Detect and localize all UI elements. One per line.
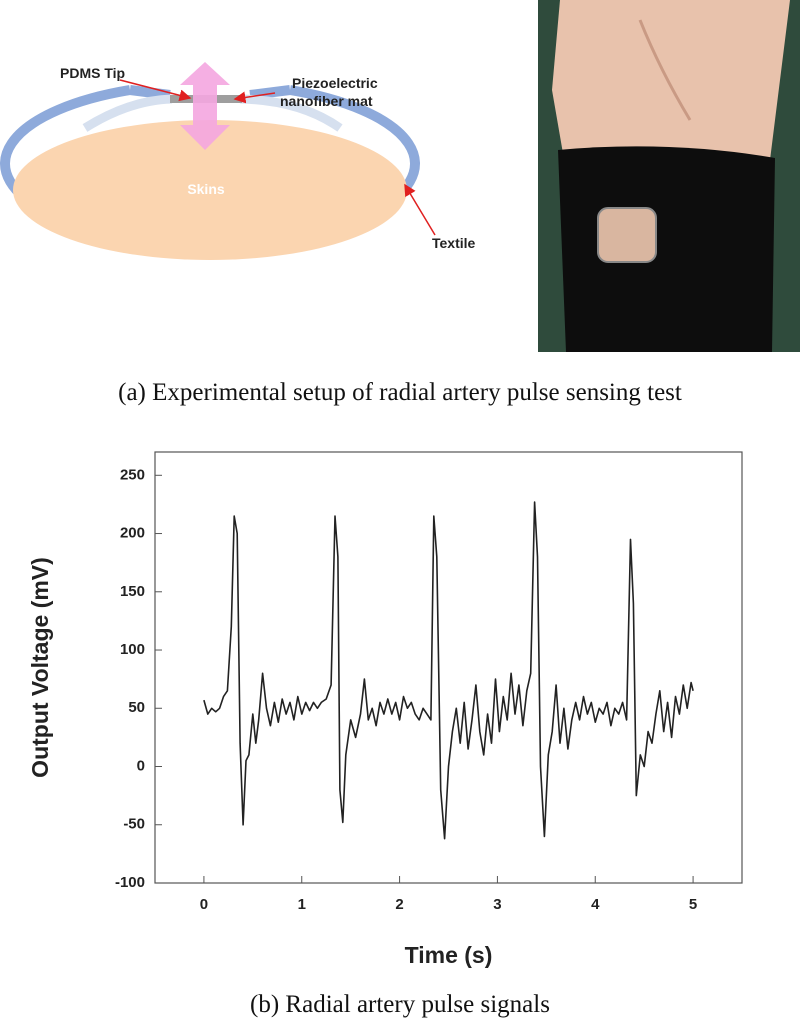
pointer <box>119 79 192 102</box>
y-tick-label: 50 <box>128 699 145 716</box>
y-tick-label: 100 <box>120 641 145 658</box>
x-tick-label: 3 <box>493 896 501 913</box>
diagram: PDMS Tip Piezoelectric nanofiber mat Ski… <box>0 62 476 260</box>
textile-top <box>129 85 291 100</box>
textile-label: Textile <box>432 235 476 251</box>
hand <box>552 0 790 165</box>
plot-frame <box>154 451 743 884</box>
mat-label: Piezoelectric <box>292 75 378 91</box>
wristband <box>558 146 775 352</box>
sensor-window <box>597 207 657 263</box>
y-axis-label: Output Voltage (mV) <box>27 557 53 778</box>
y-tick-label: -100 <box>115 874 145 891</box>
pointer <box>404 183 436 236</box>
x-tick-label: 2 <box>395 896 403 913</box>
chart: -100 -50 0 50 100 150 200 250 0 1 2 3 4 5 Time (s) Outp… <box>27 451 743 968</box>
caption: (b) Radial artery pulse signals <box>250 991 550 1018</box>
photo <box>538 0 800 352</box>
pressure-arrow <box>180 62 230 150</box>
palm-crease <box>638 19 692 121</box>
tip-label: PDMS Tip <box>60 65 125 81</box>
x-tick-label: 4 <box>591 896 600 913</box>
y-tick-label: 150 <box>120 583 145 600</box>
x-axis-label: Time (s) <box>405 942 493 968</box>
x-tick-label: 0 <box>200 896 208 913</box>
x-tick-label: 5 <box>689 896 697 913</box>
x-tick-label: 1 <box>298 896 306 913</box>
nanofiber-mat <box>82 94 343 132</box>
y-tick-label: 250 <box>120 466 145 483</box>
y-tick-label: 0 <box>137 757 145 774</box>
signal-line <box>203 501 694 840</box>
skin <box>13 120 407 260</box>
caption: (a) Experimental setup of radial artery … <box>118 379 682 406</box>
pointer <box>233 91 276 104</box>
skin-label: Skins <box>187 181 225 197</box>
mat-label: nanofiber mat <box>280 93 373 109</box>
y-tick-label: -50 <box>123 816 145 833</box>
y-tick-label: 200 <box>120 525 145 542</box>
